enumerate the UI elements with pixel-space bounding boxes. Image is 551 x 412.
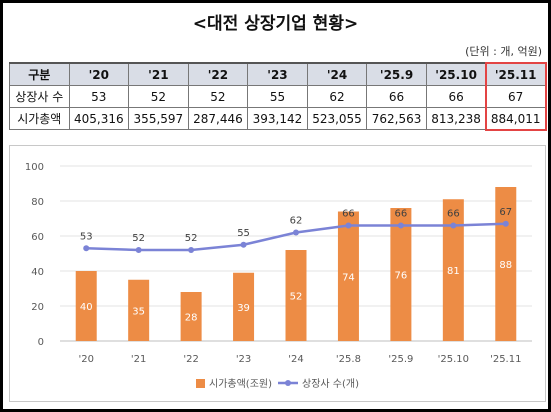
table-header-row: 구분 '20 '21 '22 '23 '24 '25.9 '25.10 '25.… bbox=[9, 62, 546, 86]
row-label-market-cap: 시가총액 bbox=[9, 107, 70, 130]
table-cell: 66 bbox=[366, 85, 427, 108]
y-tick-label: 100 bbox=[25, 162, 44, 173]
table-header-cell: '25.9 bbox=[366, 62, 427, 86]
x-tick-label: '25.9 bbox=[388, 354, 413, 365]
bar-data-label: 39 bbox=[237, 303, 250, 314]
line-data-label: 55 bbox=[237, 228, 250, 239]
page-frame: <대전 상장기업 현황> (단위 : 개, 억원) 구분 '20 '21 '22… bbox=[3, 3, 548, 409]
line-point bbox=[240, 241, 247, 248]
table-cell: 62 bbox=[306, 85, 368, 108]
x-tick-label: '25.8 bbox=[336, 354, 361, 365]
x-tick-label: '20 bbox=[78, 354, 93, 365]
y-tick-label: 80 bbox=[31, 197, 44, 208]
chart-container: 0 20 40 60 80 100 '20 '21 '22 '23 '24 '25.8 '25.9 '25… bbox=[9, 145, 546, 402]
table-header-cell: '21 bbox=[128, 62, 189, 86]
line-data-label: 67 bbox=[499, 207, 512, 218]
x-tick-label: '23 bbox=[236, 354, 251, 365]
line-data-label: 53 bbox=[80, 231, 93, 242]
table-cell: 813,238 bbox=[425, 107, 487, 130]
bar-data-label: 52 bbox=[290, 292, 303, 303]
line-data-label: 66 bbox=[447, 209, 460, 220]
table-header-cell: '24 bbox=[306, 62, 368, 86]
x-tick-label: '25.10 bbox=[438, 354, 469, 365]
table-cell: 884,011 bbox=[485, 107, 546, 130]
line-data-label: 66 bbox=[395, 209, 408, 220]
bar bbox=[128, 279, 150, 341]
table-cell: 523,055 bbox=[306, 107, 368, 130]
table-header-cell: 구분 bbox=[9, 62, 70, 86]
bar-data-label: 28 bbox=[185, 313, 198, 324]
unit-note: (단위 : 개, 억원) bbox=[465, 45, 542, 58]
table-cell: 53 bbox=[68, 85, 130, 108]
y-tick-label: 20 bbox=[31, 302, 44, 313]
bar bbox=[180, 292, 202, 341]
line-point bbox=[188, 247, 195, 253]
combo-chart: 0 20 40 60 80 100 '20 '21 '22 '23 '24 '25.8 '25.9 '25… bbox=[25, 162, 532, 390]
table-row: 상장사 수 53 52 52 55 62 66 66 67 bbox=[9, 85, 546, 108]
legend-bar-swatch bbox=[196, 379, 205, 388]
row-label-listed-count: 상장사 수 bbox=[9, 85, 70, 108]
x-tick-label: '25.11 bbox=[490, 354, 521, 365]
line-point bbox=[293, 229, 299, 236]
line-data-label: 66 bbox=[342, 209, 355, 220]
table-cell: 66 bbox=[425, 85, 487, 108]
legend-bar-label: 시가총액(조원) bbox=[209, 378, 272, 390]
table-header-cell: '25.11 bbox=[485, 62, 546, 86]
table-cell: 287,446 bbox=[187, 107, 249, 130]
table-cell: 355,597 bbox=[128, 107, 189, 130]
x-tick-label: '22 bbox=[183, 354, 198, 365]
stats-table: 구분 '20 '21 '22 '23 '24 '25.9 '25.10 '25.… bbox=[9, 62, 546, 130]
bar-data-label: 35 bbox=[132, 306, 145, 317]
bar-data-label: 88 bbox=[499, 260, 512, 271]
bar bbox=[495, 187, 517, 341]
table-cell: 52 bbox=[187, 85, 249, 108]
line-point bbox=[83, 245, 90, 252]
table-header-cell: '23 bbox=[247, 62, 308, 86]
table-cell: 762,563 bbox=[366, 107, 427, 130]
bar bbox=[233, 272, 255, 341]
x-tick-label: '21 bbox=[131, 354, 146, 365]
bar bbox=[337, 211, 359, 341]
bar bbox=[285, 250, 307, 341]
bar-data-label: 40 bbox=[80, 302, 93, 313]
bar bbox=[390, 208, 412, 341]
line-data-label: 52 bbox=[185, 233, 198, 244]
line-point bbox=[450, 222, 457, 229]
line-point bbox=[397, 222, 404, 229]
legend-line-label: 상장사 수(개) bbox=[302, 378, 359, 390]
table-cell: 405,316 bbox=[68, 107, 130, 130]
y-tick-label: 60 bbox=[31, 232, 44, 243]
bar-data-label: 76 bbox=[395, 271, 408, 282]
page-title: <대전 상장기업 현황> bbox=[192, 14, 359, 34]
table-header-cell: '22 bbox=[187, 62, 249, 86]
line-point bbox=[135, 247, 142, 253]
y-tick-label: 40 bbox=[31, 267, 44, 278]
bar bbox=[442, 199, 464, 341]
bar bbox=[75, 271, 97, 341]
y-tick-label: 0 bbox=[38, 337, 44, 348]
bar-data-label: 74 bbox=[342, 272, 355, 283]
line-point bbox=[345, 222, 352, 229]
table-cell: 55 bbox=[247, 85, 308, 108]
x-tick-label: '24 bbox=[288, 354, 303, 365]
table-header-cell: '25.10 bbox=[425, 62, 487, 86]
table-cell: 67 bbox=[485, 85, 546, 108]
table-cell: 52 bbox=[128, 85, 189, 108]
legend-line-marker bbox=[285, 380, 291, 386]
bar-data-label: 81 bbox=[447, 266, 460, 277]
table-cell: 393,142 bbox=[247, 107, 308, 130]
table-header-cell: '20 bbox=[68, 62, 130, 86]
line-data-label: 62 bbox=[290, 216, 303, 227]
line-point bbox=[502, 220, 509, 227]
line-data-label: 52 bbox=[132, 233, 145, 244]
table-row: 시가총액 405,316 355,597 287,446 393,142 523… bbox=[9, 107, 546, 130]
